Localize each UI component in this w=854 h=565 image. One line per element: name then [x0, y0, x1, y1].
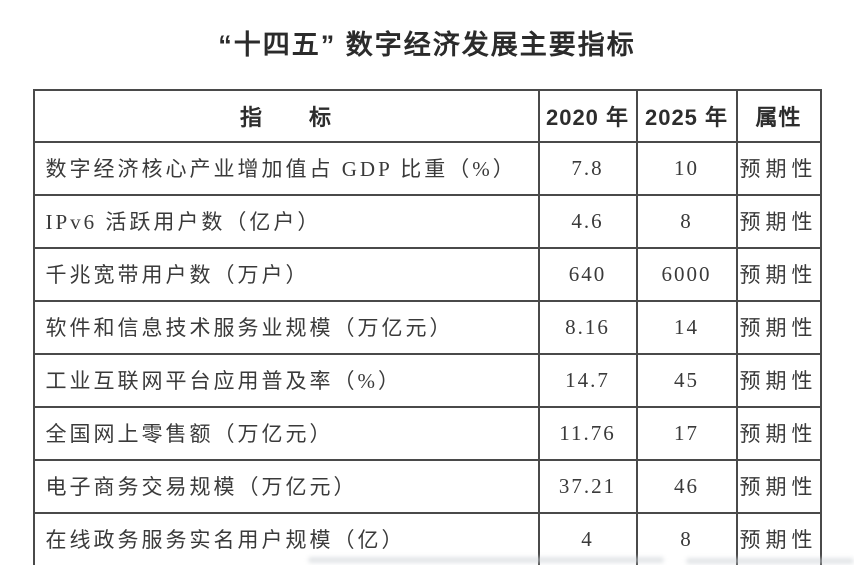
- indicator-cell: IPv6 活跃用户数（亿户）: [32, 193, 540, 249]
- scan-smudge: [308, 557, 664, 563]
- scan-smudge: [686, 558, 854, 564]
- attribute-cell: 预期性: [735, 405, 822, 461]
- value-2025-cell: 6000: [635, 246, 738, 302]
- value-2020-cell: 14.7: [537, 352, 638, 408]
- value-2020-cell: 4.6: [537, 193, 638, 249]
- document-title: “十四五” 数字经济发展主要指标: [218, 30, 636, 60]
- attribute-cell: 预期性: [735, 511, 822, 565]
- attribute-cell: 预期性: [735, 352, 822, 408]
- attribute-cell: 预期性: [735, 299, 822, 355]
- table-row: 千兆宽带用户数（万户） 640 6000 预期性: [32, 246, 822, 302]
- value-2025-cell: 8: [635, 193, 738, 249]
- attribute-cell: 预期性: [735, 458, 822, 514]
- value-2020-cell: 640: [537, 246, 638, 302]
- table-row: 在线政务服务实名用户规模（亿） 4 8 预期性: [32, 511, 822, 565]
- header-indicator: 指 标: [32, 88, 540, 143]
- value-2025-cell: 45: [635, 352, 738, 408]
- indicator-cell: 千兆宽带用户数（万户）: [32, 246, 540, 302]
- table-header-row: 指 标 2020 年 2025 年 属性: [32, 88, 822, 143]
- value-2020-cell: 7.8: [537, 140, 638, 196]
- indicator-cell: 数字经济核心产业增加值占 GDP 比重（%）: [32, 140, 540, 196]
- indicator-cell: 工业互联网平台应用普及率（%）: [32, 352, 540, 408]
- table-row: IPv6 活跃用户数（亿户） 4.6 8 预期性: [32, 193, 822, 249]
- indicators-table: 指 标 2020 年 2025 年 属性 数字经济核心产业增加值占 GDP 比重…: [32, 88, 822, 565]
- table-row: 软件和信息技术服务业规模（万亿元） 8.16 14 预期性: [32, 299, 822, 355]
- indicator-cell: 全国网上零售额（万亿元）: [32, 405, 540, 461]
- value-2025-cell: 17: [635, 405, 738, 461]
- table-row: 全国网上零售额（万亿元） 11.76 17 预期性: [32, 405, 822, 461]
- value-2025-cell: 46: [635, 458, 738, 514]
- value-2025-cell: 8: [635, 511, 738, 565]
- table-row: 电子商务交易规模（万亿元） 37.21 46 预期性: [32, 458, 822, 514]
- value-2025-cell: 14: [635, 299, 738, 355]
- value-2020-cell: 4: [537, 511, 638, 565]
- indicator-cell: 电子商务交易规模（万亿元）: [32, 458, 540, 514]
- value-2020-cell: 37.21: [537, 458, 638, 514]
- value-2025-cell: 10: [635, 140, 738, 196]
- attribute-cell: 预期性: [735, 246, 822, 302]
- indicator-cell: 在线政务服务实名用户规模（亿）: [32, 511, 540, 565]
- attribute-cell: 预期性: [735, 193, 822, 249]
- indicator-cell: 软件和信息技术服务业规模（万亿元）: [32, 299, 540, 355]
- attribute-cell: 预期性: [735, 140, 822, 196]
- table-row: 数字经济核心产业增加值占 GDP 比重（%） 7.8 10 预期性: [32, 140, 822, 196]
- header-attribute: 属性: [735, 88, 822, 143]
- header-2025: 2025 年: [635, 88, 738, 143]
- value-2020-cell: 8.16: [537, 299, 638, 355]
- header-2020: 2020 年: [537, 88, 638, 143]
- value-2020-cell: 11.76: [537, 405, 638, 461]
- table-row: 工业互联网平台应用普及率（%） 14.7 45 预期性: [32, 352, 822, 408]
